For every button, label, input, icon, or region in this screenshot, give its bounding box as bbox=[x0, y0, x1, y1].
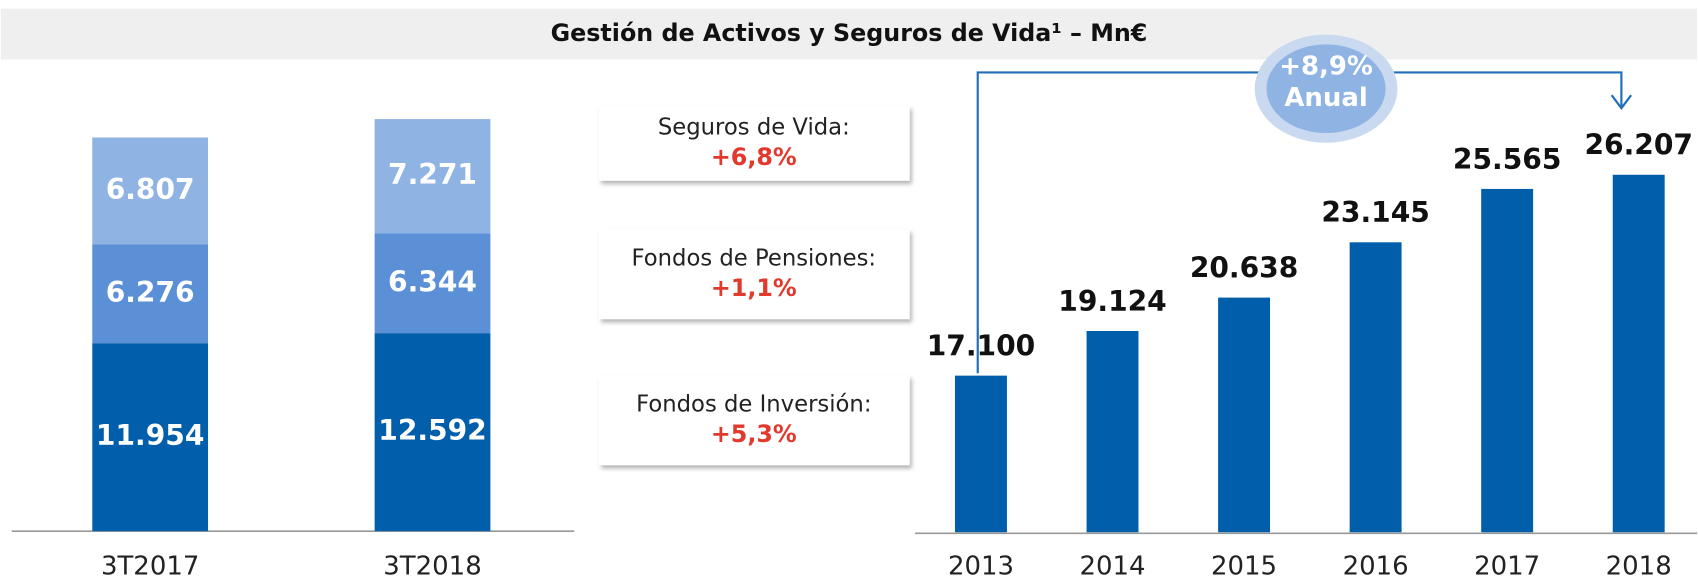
bar bbox=[955, 375, 1007, 533]
x-tick-label: 2016 bbox=[1343, 551, 1409, 581]
segment-label: 11.954 bbox=[96, 419, 204, 452]
x-tick-label: 2018 bbox=[1606, 551, 1672, 581]
badge bbox=[1266, 44, 1386, 134]
segment-label: 6.344 bbox=[388, 265, 477, 298]
badge-text: Anual bbox=[1284, 83, 1367, 113]
segment-label: 6.276 bbox=[106, 276, 195, 309]
note-change: +6,8% bbox=[711, 143, 797, 171]
note-change: +5,3% bbox=[711, 420, 797, 448]
x-tick-label: 3T2018 bbox=[383, 551, 481, 581]
note-change: +1,1% bbox=[711, 274, 797, 302]
note-box bbox=[599, 375, 910, 466]
bar bbox=[1612, 174, 1665, 533]
note-box bbox=[599, 106, 910, 181]
x-tick-label: 3T2017 bbox=[101, 551, 199, 581]
x-tick-label: 2013 bbox=[948, 551, 1014, 581]
segment-label: 7.271 bbox=[388, 158, 477, 191]
x-tick-label: 2015 bbox=[1211, 551, 1277, 581]
segment-label: 6.807 bbox=[106, 173, 195, 206]
value-label: 20.638 bbox=[1190, 251, 1298, 284]
segment-label: 12.592 bbox=[378, 414, 486, 447]
note-label: Seguros de Vida: bbox=[658, 115, 850, 141]
note-box bbox=[599, 229, 910, 320]
value-label: 17.100 bbox=[927, 330, 1035, 363]
value-label: 19.124 bbox=[1058, 285, 1166, 318]
bar-segment bbox=[92, 244, 209, 344]
value-label: 26.207 bbox=[1584, 129, 1692, 162]
badge-text: +8,9% bbox=[1279, 52, 1373, 82]
bar-segment bbox=[374, 233, 491, 334]
bar-segment bbox=[374, 119, 491, 234]
title-band bbox=[0, 8, 1698, 60]
arrow-head bbox=[1610, 94, 1632, 110]
x-tick-label: 2017 bbox=[1474, 551, 1540, 581]
bar-segment bbox=[92, 137, 209, 245]
bar bbox=[1218, 297, 1271, 533]
bar bbox=[1481, 188, 1534, 533]
bar-segment bbox=[92, 343, 209, 532]
chart-title: Gestión de Activos y Seguros de Vida¹ – … bbox=[551, 19, 1148, 47]
bar-segment bbox=[374, 333, 491, 532]
bar bbox=[1086, 330, 1139, 533]
note-label: Fondos de Pensiones: bbox=[632, 246, 877, 272]
x-tick-label: 2014 bbox=[1079, 551, 1145, 581]
note-label: Fondos de Inversión: bbox=[636, 392, 871, 418]
bar bbox=[1349, 242, 1402, 533]
value-label: 25.565 bbox=[1453, 143, 1561, 176]
value-label: 23.145 bbox=[1321, 196, 1429, 229]
